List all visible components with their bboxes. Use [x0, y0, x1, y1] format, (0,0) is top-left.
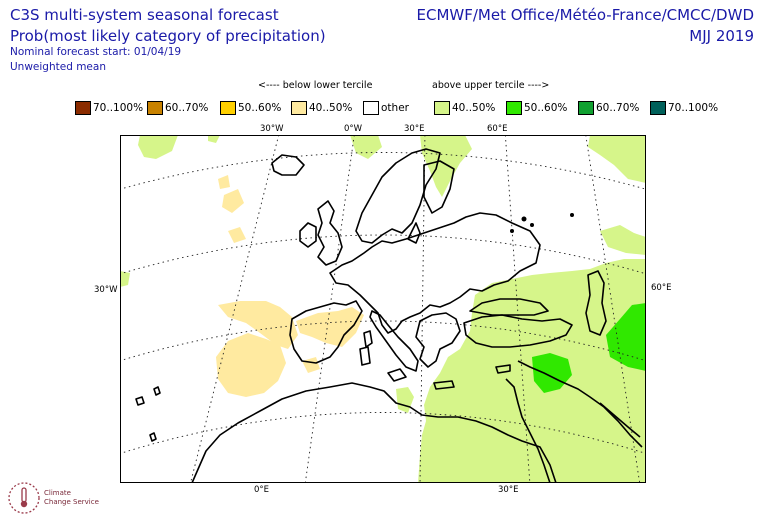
lon-label-top: 30°W: [260, 124, 284, 134]
legend-item: 60..70%: [578, 100, 639, 116]
legend-item: 60..70%: [147, 100, 208, 116]
legend-label: 40..50%: [309, 102, 353, 114]
legend-label: 60..70%: [596, 102, 640, 114]
legend-swatch: [506, 101, 522, 115]
copernicus-logo: Climate Change Service: [4, 476, 114, 518]
legend-swatch: [363, 101, 379, 115]
legend-swatch: [434, 101, 450, 115]
lon-label-left: 30°W: [94, 285, 118, 295]
lon-label-top: 30°E: [404, 124, 425, 134]
logo-text-2: Change Service: [44, 498, 99, 506]
organisations-label: ECMWF/Met Office/Météo-France/CMCC/DWD: [416, 6, 755, 24]
legend-label: 50..60%: [524, 102, 568, 114]
legend-swatch: [650, 101, 666, 115]
legend-label: 70..100%: [93, 102, 144, 114]
mean-label: Unweighted mean: [10, 61, 106, 73]
forecast-map: [120, 135, 646, 483]
lakes: [510, 213, 574, 233]
legend-label: 50..60%: [238, 102, 282, 114]
legend-label: 60..70%: [165, 102, 209, 114]
title-line-2: Prob(most likely category of precipitati…: [10, 27, 326, 45]
legend-label: 40..50%: [452, 102, 496, 114]
legend-swatch: [291, 101, 307, 115]
logo-icon: [8, 482, 40, 514]
legend-swatch: [578, 101, 594, 115]
legend-item: 70..100%: [75, 100, 143, 116]
legend-item: 70..100%: [650, 100, 718, 116]
lon-label-top: 0°W: [344, 124, 363, 134]
legend-item: 50..60%: [506, 100, 567, 116]
legend-above-heading: above upper tercile ---->: [432, 80, 550, 91]
legend-swatch: [75, 101, 91, 115]
legend-label: 70..100%: [668, 102, 719, 114]
legend-label: other: [381, 102, 409, 114]
graticule: [120, 135, 646, 483]
period-label: MJJ 2019: [689, 27, 754, 45]
legend-item: 40..50%: [291, 100, 352, 116]
below-40-50-areas: [216, 175, 364, 397]
forecast-start-label: Nominal forecast start: 01/04/19: [10, 46, 182, 58]
lon-label-top: 60°E: [487, 124, 508, 134]
legend-item: 50..60%: [220, 100, 281, 116]
lon-label-bottom: 30°E: [498, 485, 519, 495]
coastlines: [135, 148, 643, 483]
legend-swatch: [147, 101, 163, 115]
legend-below-heading: <---- below lower tercile: [258, 80, 373, 91]
legend-item: 40..50%: [434, 100, 495, 116]
map-frame: [120, 135, 646, 483]
lon-label-bottom: 0°E: [254, 485, 270, 495]
above-50-60-areas: [532, 303, 646, 393]
legend-item: other: [363, 100, 409, 116]
map-canvas: [120, 135, 646, 483]
logo-text-1: Climate: [44, 489, 71, 497]
lon-label-right: 60°E: [651, 283, 672, 293]
title-line-1: C3S multi-system seasonal forecast: [10, 6, 279, 24]
legend-swatch: [220, 101, 236, 115]
